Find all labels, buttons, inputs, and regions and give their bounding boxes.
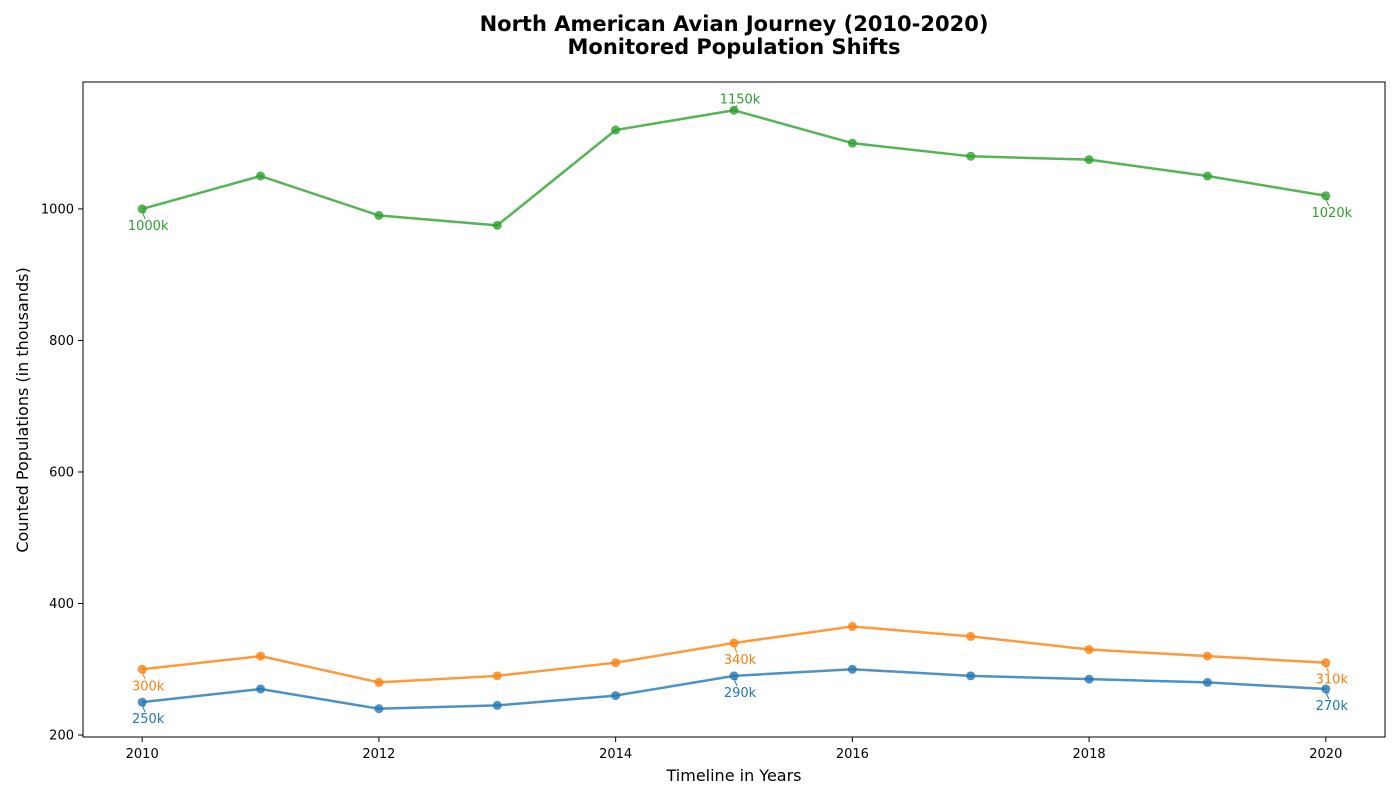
- data-point: [256, 684, 266, 694]
- data-point: [492, 700, 502, 710]
- y-tick-label: 1000: [41, 202, 74, 217]
- data-point: [137, 664, 147, 674]
- series-1: 250k 290k 270k: [132, 664, 1349, 727]
- chart-title: North American Avian Journey (2010-2020): [480, 12, 989, 36]
- data-annotation: 270k: [1316, 699, 1349, 714]
- annotation-arrow-head: [733, 645, 738, 648]
- data-point: [1084, 674, 1094, 684]
- data-point: [729, 638, 739, 648]
- y-tick-label: 600: [49, 465, 74, 480]
- data-point: [847, 622, 857, 632]
- annotation-arrow-head: [142, 704, 146, 707]
- data-point: [966, 671, 976, 681]
- data-point: [1202, 651, 1212, 661]
- data-annotation: 300k: [132, 679, 165, 694]
- y-axis: 200 400 600 800 1000: [41, 202, 83, 744]
- data-annotation: 1000k: [128, 219, 169, 234]
- annotation-arrow-head: [730, 107, 735, 110]
- data-point: [492, 671, 502, 681]
- data-point: [1321, 658, 1331, 668]
- annotation-arrow-head: [142, 671, 146, 674]
- data-annotation: 250k: [132, 712, 165, 727]
- data-annotation: 310k: [1316, 673, 1349, 688]
- data-point: [137, 204, 147, 214]
- series-3: 1000k 1150k 1020k: [128, 92, 1353, 234]
- data-point: [966, 631, 976, 641]
- annotation-arrow: [733, 678, 738, 687]
- data-point: [1202, 677, 1212, 687]
- data-annotation: 290k: [724, 686, 757, 701]
- annotation-arrow: [733, 104, 738, 110]
- y-axis-label: Counted Populations (in thousands): [13, 267, 32, 552]
- annotation-arrow: [141, 672, 146, 680]
- x-tick-label: 2014: [599, 747, 632, 762]
- annotation-arrow: [1325, 691, 1330, 700]
- data-point: [137, 697, 147, 707]
- annotation-arrow-head: [1325, 198, 1329, 201]
- series-2: 300k 340k 310k: [132, 622, 1348, 694]
- data-annotation: 340k: [724, 653, 757, 668]
- x-tick-label: 2012: [362, 747, 395, 762]
- data-point: [374, 704, 384, 714]
- data-point: [1084, 155, 1094, 165]
- x-axis-label: Timeline in Years: [666, 766, 802, 785]
- data-point: [256, 171, 266, 181]
- plot-frame: [82, 81, 1386, 738]
- x-tick-label: 2016: [836, 747, 869, 762]
- annotation-arrow-head: [142, 211, 146, 214]
- annotation-arrow-head: [733, 678, 738, 681]
- data-point: [1321, 191, 1331, 201]
- data-annotation: 1020k: [1312, 206, 1353, 221]
- x-tick-label: 2020: [1309, 747, 1342, 762]
- y-tick-label: 800: [49, 334, 74, 349]
- data-point: [492, 220, 502, 230]
- plot-area: 250k 290k 270k 300k 340k 310k 1000k 1150k 1020k: [128, 92, 1353, 727]
- data-point: [611, 125, 621, 135]
- data-point: [847, 664, 857, 674]
- annotation-arrow: [141, 704, 146, 713]
- y-tick-label: 400: [49, 597, 74, 612]
- data-point: [256, 651, 266, 661]
- data-point: [1202, 171, 1212, 181]
- y-tick-label: 200: [49, 729, 74, 744]
- data-point: [374, 677, 384, 687]
- data-point: [374, 210, 384, 220]
- data-annotation: 1150k: [720, 92, 761, 107]
- x-tick-label: 2010: [126, 747, 159, 762]
- data-point: [729, 671, 739, 681]
- annotation-arrow: [1325, 665, 1330, 673]
- data-point: [847, 138, 857, 148]
- x-axis: 2010 2012 2014 2016 2018 2020: [126, 737, 1342, 762]
- annotation-arrow: [141, 211, 146, 220]
- data-point: [966, 151, 976, 161]
- chart-subtitle: Monitored Population Shifts: [568, 35, 901, 59]
- data-point: [611, 691, 621, 701]
- annotation-arrow-head: [1325, 691, 1329, 694]
- annotation-arrow: [733, 645, 738, 654]
- annotation-arrow-head: [1325, 665, 1329, 668]
- data-point: [1084, 645, 1094, 655]
- x-tick-label: 2018: [1073, 747, 1106, 762]
- data-point: [1321, 684, 1331, 694]
- annotation-arrow: [1325, 198, 1330, 206]
- data-point: [611, 658, 621, 668]
